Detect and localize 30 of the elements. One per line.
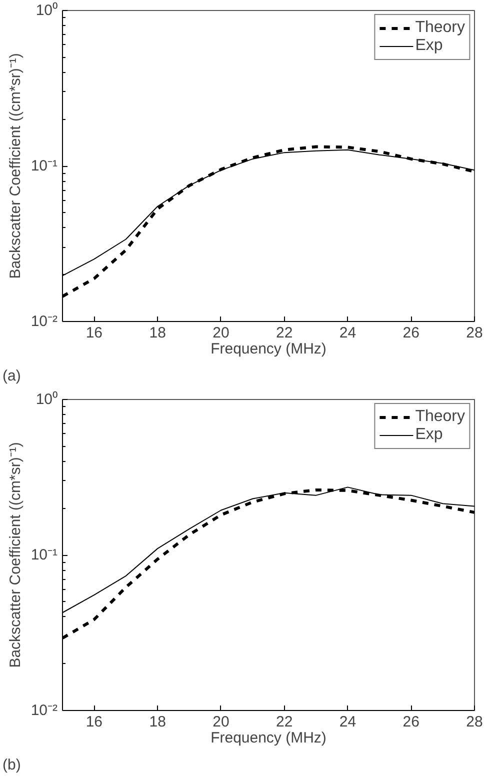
legend-label: Exp (415, 426, 443, 444)
legend-label: Exp (415, 37, 443, 55)
x-axis-title: Frequency (MHz) (210, 730, 326, 746)
y-tick-label: 10⁻² (30, 313, 58, 330)
y-tick-label: 10⁻¹ (30, 158, 58, 174)
text: (a) (2, 368, 21, 384)
x-tick-label: 16 (86, 714, 103, 730)
x-tick-label: 26 (402, 714, 420, 730)
y-axis-title: Backscatter Coefficient ((cm*sr)⁻¹) (6, 442, 24, 668)
x-tick-label: 16 (86, 324, 103, 342)
x-tick-label: 22 (276, 324, 293, 342)
y-tick-label: 10⁻² (30, 702, 58, 719)
x-tick-label: 26 (402, 324, 420, 342)
y-axis-title: Backscatter Coefficient ((cm*sr)⁻¹) (6, 53, 24, 279)
x-tick-label: 20 (212, 324, 230, 342)
x-tick-label: 20 (212, 714, 230, 730)
text: (b) (2, 756, 21, 774)
y-tick-label: 10⁻¹ (30, 546, 58, 564)
x-tick-label: 28 (466, 324, 483, 342)
x-tick-label: 18 (149, 324, 166, 342)
legend-label: Theory (415, 19, 465, 37)
x-tick-label: 22 (276, 714, 293, 730)
x-tick-label: 18 (149, 714, 166, 730)
x-tick-label: 28 (466, 714, 483, 730)
x-tick-label: 24 (339, 714, 356, 730)
x-tick-label: 24 (339, 324, 356, 342)
x-axis-title: Frequency (MHz) (210, 340, 326, 358)
y-tick-label: 10⁰ (36, 391, 58, 408)
legend-label: Theory (415, 408, 465, 426)
y-tick-label: 10⁰ (36, 2, 58, 19)
